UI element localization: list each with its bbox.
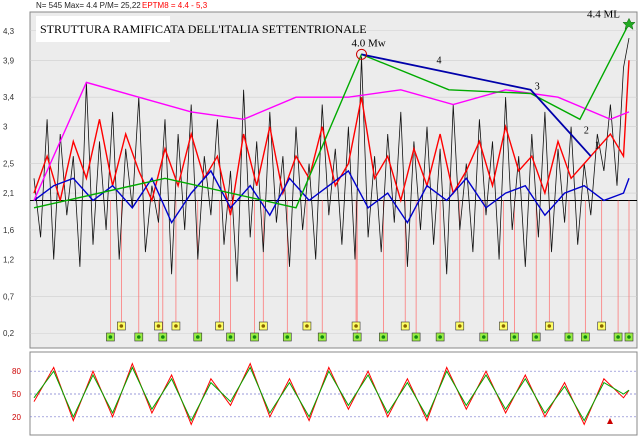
- event-dot: [481, 335, 486, 339]
- title-box: [36, 16, 170, 42]
- event-dot: [512, 335, 517, 339]
- event-dot: [174, 324, 178, 328]
- event-dot: [320, 335, 325, 339]
- event-dot: [501, 324, 506, 328]
- event-dot: [354, 324, 358, 328]
- oscillator-y-tick-label: 20: [12, 413, 21, 422]
- main-y-tick-label: 0,7: [3, 292, 15, 301]
- main-y-axis: 0,2 0,7 1,2 1,6 2,1 2,5 3 3,4 3,9 4,3: [3, 27, 15, 338]
- event-dot: [137, 335, 141, 339]
- main-y-tick-label: 3,4: [3, 93, 15, 102]
- main-series-line-4: [33, 23, 630, 209]
- main-y-tick-label: 3: [3, 123, 8, 132]
- main-series-line-2: [33, 169, 630, 225]
- event-dot: [261, 324, 266, 328]
- main-y-tick-label: 2,5: [3, 160, 15, 169]
- event-dot: [355, 335, 359, 339]
- main-annotations: 4.0 Mw 4.4 ML 4 3 21: [352, 8, 636, 151]
- event-dot: [161, 335, 165, 339]
- event-dot: [403, 324, 407, 328]
- series-label: EPTM8 = 4.4 - 5,3: [142, 1, 208, 10]
- event-dot: [228, 335, 233, 339]
- branch-label: 3: [535, 81, 540, 92]
- event-dot: [285, 335, 290, 339]
- event-dot: [305, 324, 309, 328]
- annotation-label: 4.4 ML: [587, 8, 620, 20]
- main-series-line-3: [33, 81, 630, 201]
- event-dot: [567, 335, 571, 339]
- event-dot: [616, 335, 620, 339]
- header-strip: [0, 0, 640, 10]
- event-dot: [195, 335, 200, 339]
- oscillator-y-tick-label: 50: [12, 390, 21, 399]
- main-y-tick-label: 3,9: [3, 56, 15, 65]
- event-dot: [457, 324, 462, 328]
- event-dot: [217, 324, 222, 328]
- oscillator-y-tick-label: 80: [12, 367, 21, 376]
- main-series-line-0: [33, 38, 630, 282]
- event-dot: [414, 335, 418, 339]
- branch-label: 1: [595, 140, 600, 151]
- event-dot: [547, 324, 552, 328]
- event-dot: [599, 324, 604, 328]
- main-y-tick-label: 1,6: [3, 226, 15, 235]
- warning-triangle-icon: [607, 418, 613, 424]
- mainshock-marker: [356, 48, 368, 60]
- event-dot: [534, 335, 539, 339]
- oscillator-line-1: [33, 366, 630, 422]
- annotation-label: 4.0 Mw: [352, 37, 386, 49]
- main-markers: [106, 321, 634, 342]
- chart-title: STRUTTURA RAMIFICATA DELL'ITALIA SETTENT…: [40, 22, 367, 36]
- event-dot: [438, 335, 442, 339]
- main-y-tick-label: 2,1: [3, 189, 15, 198]
- main-series-line-1: [33, 60, 630, 216]
- event-dot: [119, 324, 124, 328]
- event-dot: [252, 335, 257, 339]
- event-dot: [627, 335, 631, 339]
- event-dot: [156, 324, 161, 328]
- branch-label: 2: [584, 126, 589, 137]
- main-y-tick-label: 1,2: [3, 255, 15, 264]
- event-dot: [583, 335, 588, 339]
- oscillator-y-axis: 20 50 80: [12, 367, 21, 422]
- oscillator-series: [33, 362, 630, 426]
- main-series-group: [33, 23, 630, 282]
- stats-label: N= 545 Max= 4.4 P/M= 25,22: [36, 1, 141, 10]
- star-icon: [622, 17, 636, 31]
- main-y-tick-label: 4,3: [3, 27, 15, 36]
- main-series-line-5: [361, 53, 592, 157]
- event-dot: [381, 335, 386, 339]
- main-y-tick-label: 0,2: [3, 329, 15, 338]
- branch-label: 4: [436, 56, 441, 67]
- event-dot: [108, 335, 113, 339]
